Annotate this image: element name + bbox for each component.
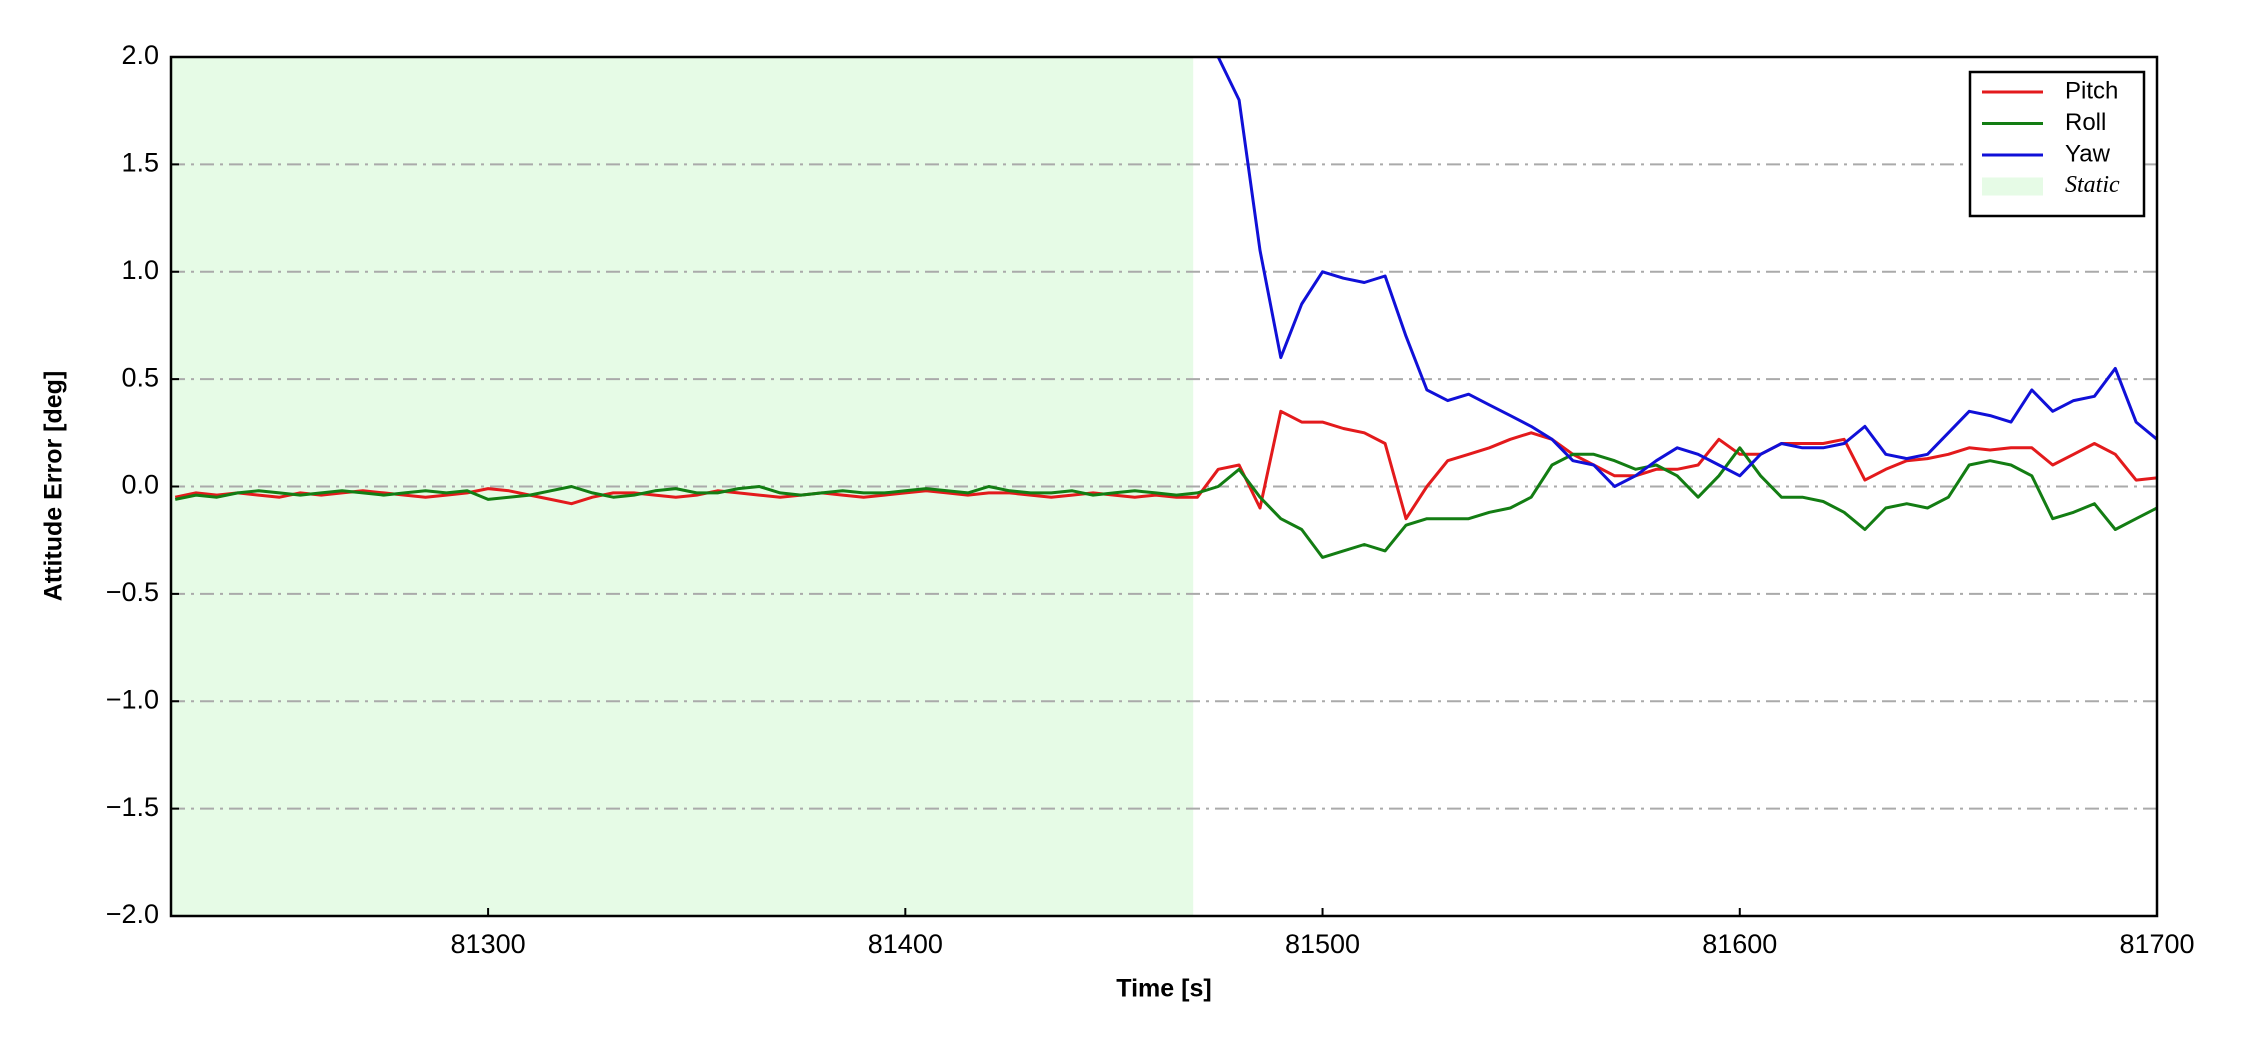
y-tick-label: −0.5 [106, 577, 159, 607]
legend-label: Yaw [2065, 140, 2111, 167]
y-tick-label: −2.0 [106, 899, 159, 929]
x-axis-label: Time [s] [1116, 975, 1211, 1003]
y-tick-label: −1.5 [106, 792, 159, 822]
series-line [174, 409, 2157, 521]
y-tick-label: −1.0 [106, 684, 159, 714]
legend-label: Pitch [2065, 77, 2118, 104]
plot-frame [169, 55, 2159, 918]
y-tick-label: 1.5 [121, 148, 159, 178]
legend-label: Static [2065, 172, 2120, 198]
legend-label: Roll [2065, 109, 2106, 136]
series-line [174, 446, 2157, 559]
y-tick-label: 2.0 [121, 40, 159, 70]
y-axis-label: Attitude Error [deg] [40, 371, 68, 602]
legend: Pitch Roll Yaw Static [1968, 70, 2146, 218]
axes: −2.0 −1.5 −1.0 −0.5 0.0 0.5 1.0 1.5 2.0 81300 8140… [106, 40, 2195, 959]
lines [174, 57, 2157, 559]
x-tick-label: 81600 [1702, 929, 1777, 959]
x-tick-label: 81400 [868, 929, 943, 959]
x-tick-label: 81500 [1285, 929, 1360, 959]
x-tick-label: 81700 [2119, 929, 2194, 959]
y-tick-label: 0.5 [121, 362, 159, 392]
y-tick-label: 0.0 [121, 470, 159, 500]
x-tick-label: 81300 [451, 929, 526, 959]
legend-swatch [1982, 177, 2043, 196]
y-tick-label: 1.0 [121, 255, 159, 285]
series-line [1216, 57, 2157, 488]
